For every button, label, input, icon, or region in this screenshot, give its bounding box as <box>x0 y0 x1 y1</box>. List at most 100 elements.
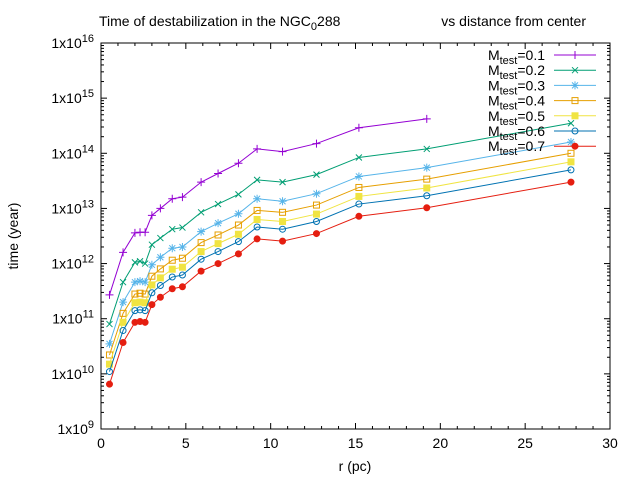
data-point <box>234 250 242 258</box>
data-point <box>214 200 222 208</box>
x-axis-label: r (pc) <box>339 458 372 474</box>
data-point <box>278 197 287 206</box>
data-point <box>278 147 287 156</box>
legend-label-main: M <box>488 108 500 124</box>
data-point <box>157 234 164 242</box>
data-point <box>105 368 113 376</box>
legend-label: Mtest=0.7 <box>488 138 545 158</box>
data-point <box>253 206 261 214</box>
legend-label-suffix: =0.3 <box>517 77 545 93</box>
data-point <box>571 142 579 150</box>
data-point <box>197 227 206 236</box>
data-point <box>571 51 579 59</box>
legend-label-sub: test <box>500 55 518 67</box>
x-tick-label: 0 <box>97 435 105 451</box>
data-point <box>105 290 114 299</box>
y-tick-label-exp: 16 <box>82 33 94 45</box>
data-point <box>106 320 113 328</box>
legend-label-sub: test <box>500 131 518 143</box>
data-point <box>312 201 320 209</box>
data-point <box>567 178 575 186</box>
data-point <box>234 209 243 218</box>
data-point <box>178 283 186 291</box>
data-point <box>313 171 320 178</box>
data-point <box>312 139 321 148</box>
data-point <box>312 210 320 218</box>
data-point <box>168 265 176 273</box>
y-tick-label: 1x1016 <box>51 33 94 51</box>
x-tick-label: 30 <box>602 435 618 451</box>
data-point <box>214 248 222 256</box>
legend-label-sub: test <box>500 101 518 113</box>
y-tick-label-exp: 9 <box>88 419 94 431</box>
data-point <box>567 119 575 127</box>
data-point <box>136 277 145 286</box>
data-point <box>131 307 139 315</box>
y-tick-label-base: 1x10 <box>58 421 89 437</box>
x-tick-label: 10 <box>263 435 279 451</box>
legend-label: Mtest=0.4 <box>488 93 545 113</box>
y-tick-label-base: 1x10 <box>51 90 82 106</box>
data-point <box>147 260 156 269</box>
chart-title: Time of destabilization in the NGC0288 v… <box>99 13 586 33</box>
legend-label-main: M <box>488 93 500 109</box>
y-tick-label-base: 1x10 <box>51 366 82 382</box>
series-1 <box>106 119 575 328</box>
legend-label-sub: test <box>500 116 518 128</box>
data-point <box>136 306 144 314</box>
data-point <box>197 178 206 187</box>
data-point <box>197 255 205 263</box>
data-point <box>141 260 149 267</box>
series-5 <box>105 166 575 376</box>
legend-label-sub: test <box>500 146 518 158</box>
data-point <box>423 184 431 192</box>
data-point <box>253 176 261 184</box>
data-point <box>423 175 431 183</box>
data-point <box>197 239 205 247</box>
legend-label-suffix: =0.7 <box>517 138 545 154</box>
y-tick-label-exp: 14 <box>82 143 94 155</box>
data-point <box>279 208 287 216</box>
data-point <box>567 166 575 174</box>
data-point <box>105 360 113 368</box>
data-point <box>423 192 431 200</box>
data-point <box>156 293 164 301</box>
series-line <box>109 161 572 365</box>
y-tick-label: 1x1010 <box>51 364 94 382</box>
data-point <box>423 204 431 212</box>
data-point <box>148 301 156 309</box>
y-tick-label-exp: 13 <box>82 198 94 210</box>
data-point <box>253 215 261 223</box>
data-point <box>156 204 165 213</box>
x-tick-label: 20 <box>433 435 449 451</box>
data-point <box>178 242 187 251</box>
data-point <box>355 192 363 200</box>
data-point <box>312 189 321 198</box>
data-point <box>168 194 177 203</box>
data-point <box>197 248 205 256</box>
data-point <box>105 380 113 388</box>
data-point <box>131 259 139 266</box>
legend-label-main: M <box>488 47 500 63</box>
series-line <box>109 169 572 372</box>
data-point <box>119 278 127 286</box>
y-tick-label-base: 1x10 <box>51 200 82 216</box>
data-point <box>119 298 128 307</box>
data-point <box>147 211 156 220</box>
data-point <box>423 145 431 153</box>
series-layer <box>105 114 575 388</box>
data-point <box>136 289 144 297</box>
series-line <box>109 152 572 356</box>
x-tick-label: 15 <box>348 435 364 451</box>
data-point <box>253 223 261 231</box>
data-point <box>148 289 156 297</box>
legend-label-main: M <box>488 138 500 154</box>
data-point <box>130 278 139 287</box>
legend-label-sub: test <box>500 85 518 97</box>
data-point <box>168 273 176 281</box>
data-point <box>566 138 575 147</box>
series-line <box>109 141 572 345</box>
y-axis-label: time (year) <box>5 203 21 270</box>
data-point <box>141 278 150 287</box>
